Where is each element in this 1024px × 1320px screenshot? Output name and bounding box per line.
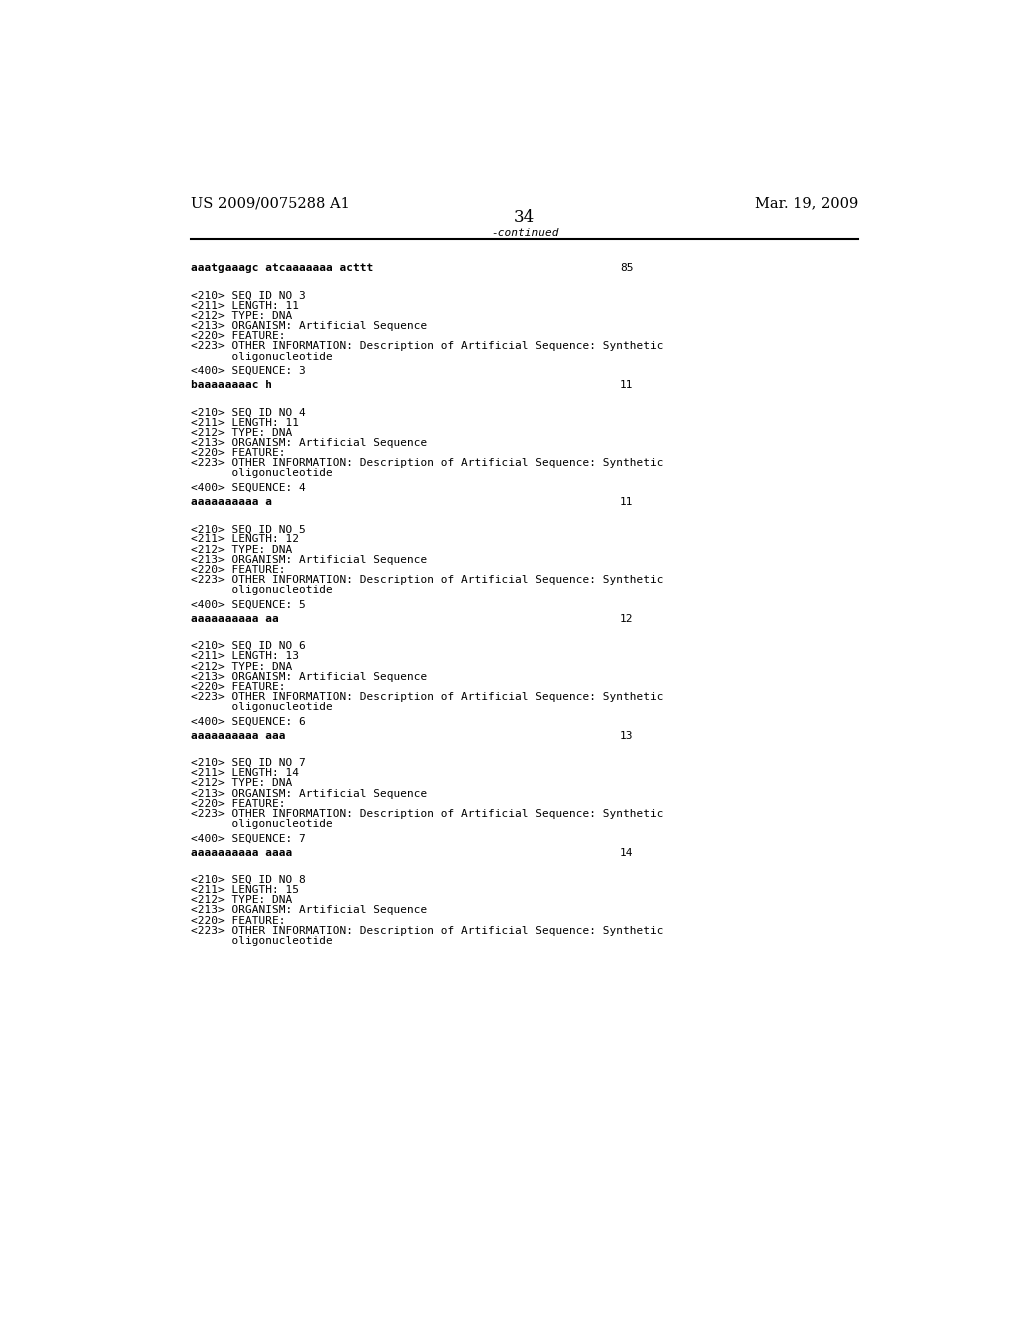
Text: <223> OTHER INFORMATION: Description of Artificial Sequence: Synthetic: <223> OTHER INFORMATION: Description of …	[191, 925, 664, 936]
Text: <223> OTHER INFORMATION: Description of Artificial Sequence: Synthetic: <223> OTHER INFORMATION: Description of …	[191, 809, 664, 818]
Text: 11: 11	[620, 380, 634, 389]
Text: <213> ORGANISM: Artificial Sequence: <213> ORGANISM: Artificial Sequence	[191, 906, 428, 916]
Text: <212> TYPE: DNA: <212> TYPE: DNA	[191, 312, 293, 321]
Text: <212> TYPE: DNA: <212> TYPE: DNA	[191, 545, 293, 554]
Text: 11: 11	[620, 496, 634, 507]
Text: 13: 13	[620, 731, 634, 741]
Text: <220> FEATURE:: <220> FEATURE:	[191, 916, 286, 925]
Text: <211> LENGTH: 13: <211> LENGTH: 13	[191, 651, 299, 661]
Text: <220> FEATURE:: <220> FEATURE:	[191, 565, 286, 576]
Text: oligonucleotide: oligonucleotide	[191, 702, 333, 713]
Text: <220> FEATURE:: <220> FEATURE:	[191, 799, 286, 809]
Text: <213> ORGANISM: Artificial Sequence: <213> ORGANISM: Artificial Sequence	[191, 554, 428, 565]
Text: <210> SEQ ID NO 7: <210> SEQ ID NO 7	[191, 758, 306, 768]
Text: <210> SEQ ID NO 6: <210> SEQ ID NO 6	[191, 642, 306, 651]
Text: <220> FEATURE:: <220> FEATURE:	[191, 331, 286, 341]
Text: <210> SEQ ID NO 3: <210> SEQ ID NO 3	[191, 290, 306, 301]
Text: <220> FEATURE:: <220> FEATURE:	[191, 447, 286, 458]
Text: aaaaaaaaaa aaaa: aaaaaaaaaa aaaa	[191, 847, 293, 858]
Text: <213> ORGANISM: Artificial Sequence: <213> ORGANISM: Artificial Sequence	[191, 438, 428, 447]
Text: oligonucleotide: oligonucleotide	[191, 936, 333, 946]
Text: aaaaaaaaaa aa: aaaaaaaaaa aa	[191, 614, 280, 624]
Text: <223> OTHER INFORMATION: Description of Artificial Sequence: Synthetic: <223> OTHER INFORMATION: Description of …	[191, 576, 664, 585]
Text: aaaaaaaaaa a: aaaaaaaaaa a	[191, 496, 272, 507]
Text: <211> LENGTH: 11: <211> LENGTH: 11	[191, 417, 299, 428]
Text: <213> ORGANISM: Artificial Sequence: <213> ORGANISM: Artificial Sequence	[191, 672, 428, 681]
Text: oligonucleotide: oligonucleotide	[191, 585, 333, 595]
Text: <210> SEQ ID NO 4: <210> SEQ ID NO 4	[191, 408, 306, 417]
Text: -continued: -continued	[492, 227, 558, 238]
Text: 14: 14	[620, 847, 634, 858]
Text: aaatgaaagc atcaaaaaaa acttt: aaatgaaagc atcaaaaaaa acttt	[191, 263, 374, 273]
Text: <211> LENGTH: 15: <211> LENGTH: 15	[191, 886, 299, 895]
Text: <212> TYPE: DNA: <212> TYPE: DNA	[191, 895, 293, 906]
Text: <213> ORGANISM: Artificial Sequence: <213> ORGANISM: Artificial Sequence	[191, 788, 428, 799]
Text: <400> SEQUENCE: 6: <400> SEQUENCE: 6	[191, 717, 306, 726]
Text: <210> SEQ ID NO 5: <210> SEQ ID NO 5	[191, 524, 306, 535]
Text: Mar. 19, 2009: Mar. 19, 2009	[755, 195, 858, 210]
Text: 12: 12	[620, 614, 634, 624]
Text: 34: 34	[514, 210, 536, 226]
Text: 85: 85	[620, 263, 634, 273]
Text: <223> OTHER INFORMATION: Description of Artificial Sequence: Synthetic: <223> OTHER INFORMATION: Description of …	[191, 458, 664, 469]
Text: <211> LENGTH: 11: <211> LENGTH: 11	[191, 301, 299, 310]
Text: US 2009/0075288 A1: US 2009/0075288 A1	[191, 195, 350, 210]
Text: <400> SEQUENCE: 7: <400> SEQUENCE: 7	[191, 833, 306, 843]
Text: <400> SEQUENCE: 5: <400> SEQUENCE: 5	[191, 599, 306, 610]
Text: <211> LENGTH: 14: <211> LENGTH: 14	[191, 768, 299, 779]
Text: oligonucleotide: oligonucleotide	[191, 818, 333, 829]
Text: <211> LENGTH: 12: <211> LENGTH: 12	[191, 535, 299, 544]
Text: baaaaaaaac h: baaaaaaaac h	[191, 380, 272, 389]
Text: <212> TYPE: DNA: <212> TYPE: DNA	[191, 428, 293, 438]
Text: <220> FEATURE:: <220> FEATURE:	[191, 682, 286, 692]
Text: <400> SEQUENCE: 3: <400> SEQUENCE: 3	[191, 366, 306, 376]
Text: oligonucleotide: oligonucleotide	[191, 351, 333, 362]
Text: <400> SEQUENCE: 4: <400> SEQUENCE: 4	[191, 483, 306, 492]
Text: oligonucleotide: oligonucleotide	[191, 469, 333, 478]
Text: <210> SEQ ID NO 8: <210> SEQ ID NO 8	[191, 875, 306, 884]
Text: <212> TYPE: DNA: <212> TYPE: DNA	[191, 661, 293, 672]
Text: <223> OTHER INFORMATION: Description of Artificial Sequence: Synthetic: <223> OTHER INFORMATION: Description of …	[191, 342, 664, 351]
Text: aaaaaaaaaa aaa: aaaaaaaaaa aaa	[191, 731, 286, 741]
Text: <212> TYPE: DNA: <212> TYPE: DNA	[191, 779, 293, 788]
Text: <213> ORGANISM: Artificial Sequence: <213> ORGANISM: Artificial Sequence	[191, 321, 428, 331]
Text: <223> OTHER INFORMATION: Description of Artificial Sequence: Synthetic: <223> OTHER INFORMATION: Description of …	[191, 692, 664, 702]
